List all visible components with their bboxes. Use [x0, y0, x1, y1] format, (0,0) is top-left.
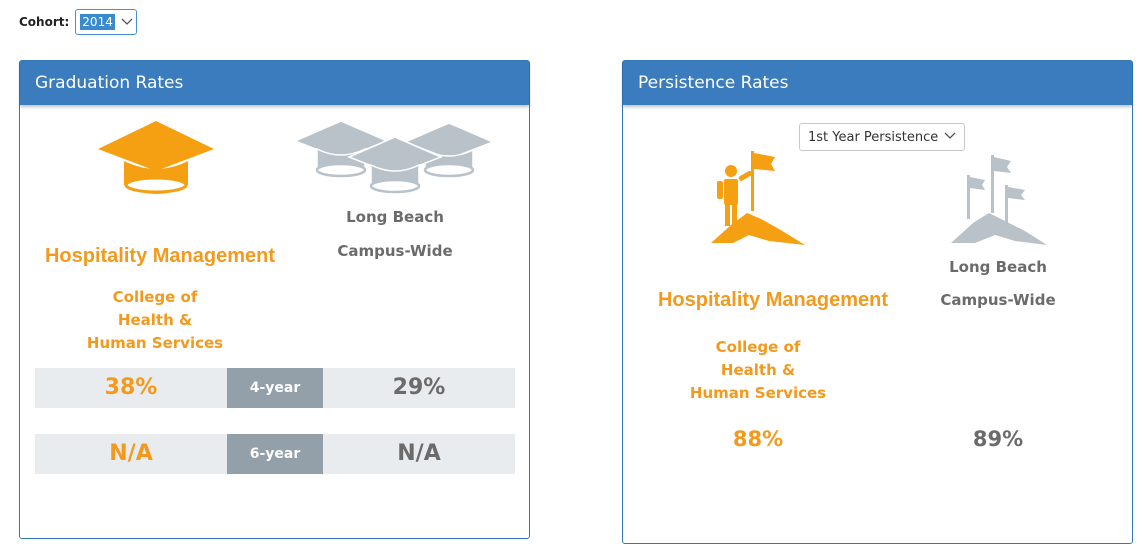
campus-rate: 29%	[392, 375, 446, 400]
campus-name-line1: Long Beach	[949, 258, 1047, 276]
graduation-caps-group-icon	[295, 120, 495, 194]
summit-flags-icon	[951, 155, 1047, 245]
college-name: College of Health & Human Services	[663, 336, 853, 405]
college-line: College of	[112, 288, 198, 306]
program-name: Hospitality Management	[657, 289, 889, 311]
campus-name-line2: Campus-Wide	[940, 291, 1056, 309]
persistence-rates-panel: Persistence Rates 1st Year Persistence	[622, 60, 1133, 544]
chevron-down-icon	[121, 18, 133, 25]
graduation-cap-icon	[98, 121, 214, 194]
chevron-down-icon	[944, 132, 956, 139]
college-line: Human Services	[86, 334, 224, 352]
persistence-type-value: 1st Year Persistence	[808, 129, 939, 145]
cohort-label: Cohort:	[19, 15, 70, 29]
cohort-selected-value: 2014	[80, 14, 115, 30]
program-name: Hospitality Management	[44, 245, 276, 267]
college-name: College of Health & Human Services	[60, 286, 250, 355]
college-line: College of	[715, 338, 801, 356]
period-badge: 6-year	[227, 434, 323, 474]
college-line: Health &	[720, 361, 796, 379]
persistence-type-select[interactable]: 1st Year Persistence	[799, 123, 965, 151]
campus-rate: N/A	[397, 441, 441, 466]
cohort-select[interactable]: 2014	[75, 9, 138, 35]
campus-name-line2: Campus-Wide	[337, 242, 453, 260]
campus-persistence-rate: 89%	[972, 427, 1024, 451]
graduation-rate-row: 38% 4-year 29%	[35, 368, 515, 408]
college-line: Human Services	[689, 384, 827, 402]
program-rate: N/A	[109, 441, 153, 466]
period-badge: 4-year	[227, 368, 323, 408]
college-line: Health &	[117, 311, 193, 329]
persistence-rates-title: Persistence Rates	[623, 61, 1132, 105]
summit-flag-person-icon	[711, 151, 805, 245]
program-persistence-rate: 88%	[732, 427, 784, 451]
graduation-rates-title: Graduation Rates	[20, 61, 529, 105]
cohort-filter: Cohort: 2014	[19, 9, 138, 35]
graduation-rates-panel: Graduation Rates Long Beach Campus-Wide …	[19, 60, 530, 539]
program-rate: 38%	[104, 375, 158, 400]
campus-name-line1: Long Beach	[346, 208, 444, 226]
graduation-rate-row: N/A 6-year N/A	[35, 434, 515, 474]
